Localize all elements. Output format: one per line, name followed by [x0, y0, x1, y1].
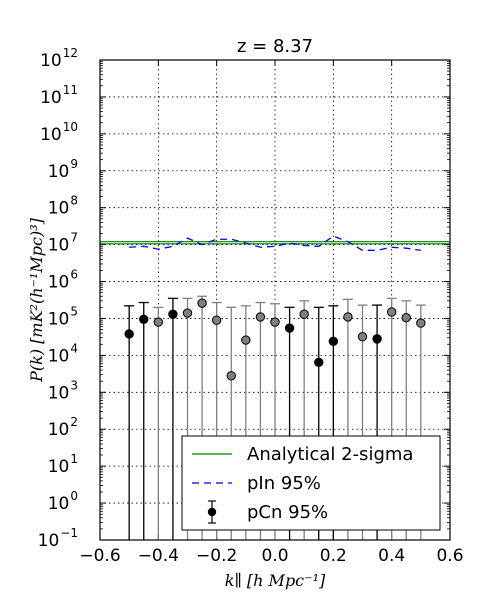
legend-label: pIn 95% — [247, 473, 321, 494]
y-axis-label: P(k) [mK²(h⁻¹Mpc)³] — [27, 217, 46, 382]
gray-point — [344, 313, 352, 321]
legend: Analytical 2-sigma pIn 95% pCn 95% — [182, 436, 440, 530]
gray-point — [183, 309, 191, 317]
gray-point — [256, 313, 264, 321]
y-tick-exponent: 5 — [70, 304, 78, 318]
y-tick-exponent: 1 — [70, 452, 78, 466]
x-tick-label: 0.6 — [436, 546, 463, 566]
gray-point — [227, 372, 235, 380]
y-tick-label: 1012 — [40, 46, 78, 71]
gray-point — [242, 336, 250, 344]
y-tick-label: 1010 — [40, 120, 78, 145]
gray-point — [271, 318, 279, 326]
legend-swatch-pcn-point — [208, 508, 216, 516]
legend-label: pCn 95% — [247, 502, 328, 523]
y-tick-exponent: 9 — [70, 157, 78, 171]
y-tick-exponent: 3 — [70, 378, 78, 392]
y-tick-label: 102 — [48, 415, 78, 440]
legend-label: Analytical 2-sigma — [247, 444, 413, 465]
gray-point — [198, 299, 206, 307]
y-tick-exponent: 0 — [70, 489, 78, 503]
y-tick-exponent: 10 — [63, 120, 78, 134]
pcn-point — [125, 330, 133, 338]
y-tick-label: 100 — [48, 489, 78, 514]
x-tick-label: 0.0 — [261, 546, 288, 566]
y-tick-label: 108 — [48, 194, 78, 219]
gray-point — [154, 318, 162, 326]
pcn-point — [315, 358, 323, 366]
pcn-point — [285, 324, 293, 332]
y-tick-label: 106 — [48, 268, 78, 293]
y-tick-label: 1011 — [40, 83, 78, 108]
gray-point — [417, 319, 425, 327]
x-axis-label: k∥ [h Mpc⁻¹] — [225, 571, 326, 590]
chart-title: z = 8.37 — [237, 36, 313, 57]
x-tick-label: −0.4 — [138, 546, 179, 566]
x-tick-label: 0.2 — [320, 546, 347, 566]
gray-point — [402, 313, 410, 321]
y-tick-label: 103 — [48, 378, 78, 403]
y-tick-label: 10−1 — [38, 526, 78, 551]
y-tick-exponent: −1 — [60, 526, 78, 540]
gray-point — [212, 316, 220, 324]
y-tick-exponent: 8 — [70, 194, 78, 208]
gray-point — [300, 310, 308, 318]
y-tick-label: 101 — [48, 452, 78, 477]
gray-point — [358, 333, 366, 341]
pcn-point — [329, 337, 337, 345]
pcn-point — [373, 335, 381, 343]
y-tick-label: 109 — [48, 157, 78, 182]
y-tick-exponent: 4 — [70, 341, 78, 355]
y-tick-exponent: 7 — [70, 231, 78, 245]
pin-95-line — [129, 236, 421, 250]
y-tick-exponent: 11 — [63, 83, 78, 97]
y-tick-exponent: 2 — [70, 415, 78, 429]
plot-area: −0.6 −0.4 −0.2 0.0 0.2 0.4 0.610−1100101102103… — [38, 46, 464, 566]
pcn-point — [140, 315, 148, 323]
y-tick-exponent: 6 — [70, 268, 78, 282]
y-tick-label: 107 — [48, 231, 78, 256]
x-tick-label: −0.6 — [79, 546, 120, 566]
y-tick-label: 105 — [48, 304, 78, 329]
gray-point — [387, 308, 395, 316]
pcn-point — [169, 310, 177, 318]
y-tick-label: 104 — [48, 341, 78, 366]
x-tick-label: 0.4 — [378, 546, 405, 566]
y-tick-exponent: 12 — [63, 46, 78, 60]
x-tick-label: −0.2 — [196, 546, 237, 566]
